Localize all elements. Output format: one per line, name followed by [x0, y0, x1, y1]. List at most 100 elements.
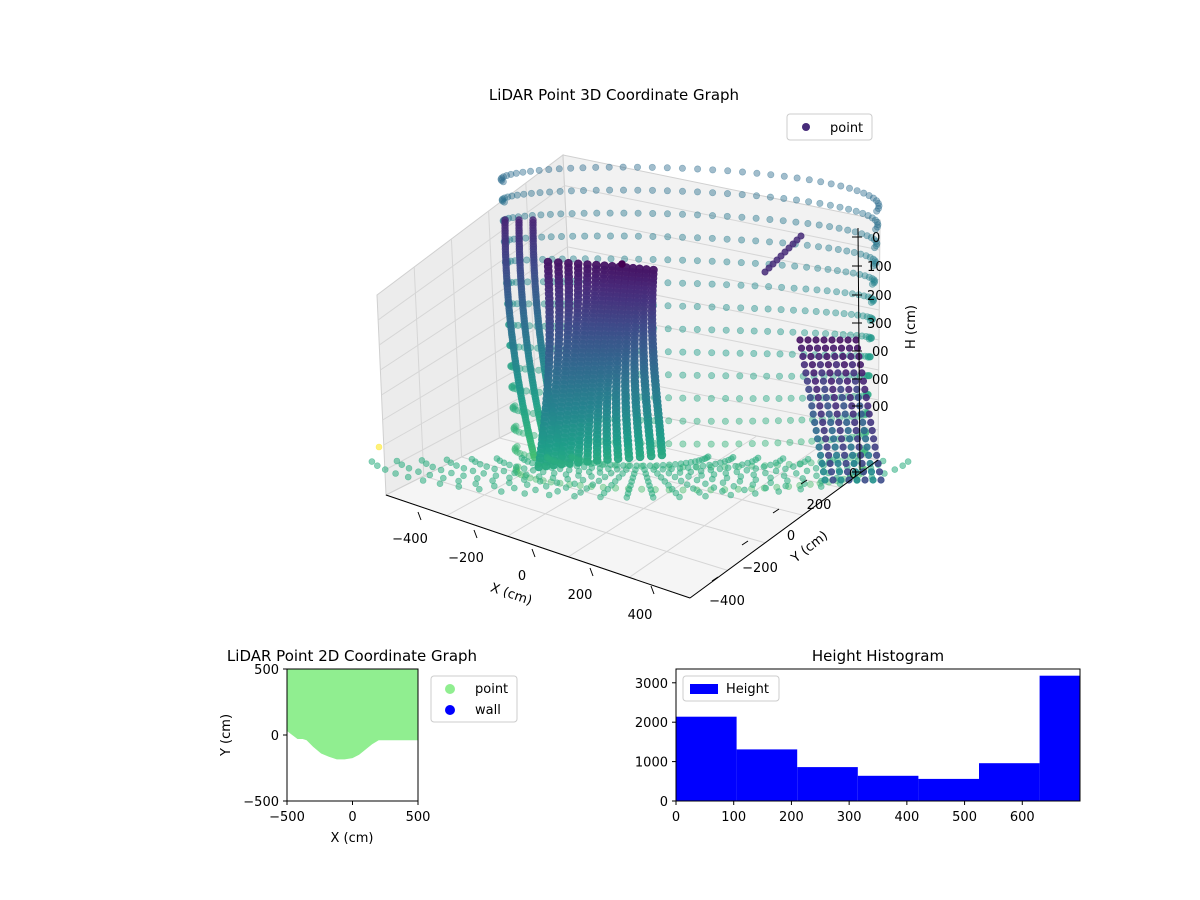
cloud-point — [671, 473, 679, 481]
cloud-point — [792, 470, 800, 477]
cloud-point — [696, 489, 703, 496]
cloud-point — [874, 221, 882, 229]
cloud-point — [534, 461, 542, 469]
cloud-point — [750, 327, 758, 335]
cloud-point — [811, 418, 819, 427]
cloud-point — [592, 163, 600, 171]
cloud-point — [649, 233, 657, 241]
cloud-point — [866, 317, 874, 325]
cloud-point — [664, 256, 672, 264]
3d-z-ticks: 0 100 200 300 00 00 00 0 — [849, 231, 892, 482]
y-tick-label: 3000 — [635, 677, 668, 692]
cloud-point — [546, 210, 554, 218]
cloud-point — [567, 164, 575, 172]
cloud-point — [813, 435, 822, 443]
cloud-point — [620, 209, 628, 217]
y-tick-label: 0 — [271, 729, 279, 744]
cloud-point — [831, 352, 839, 361]
cloud-point — [840, 310, 848, 318]
3d-point-cloud — [368, 163, 912, 501]
cloud-point — [606, 209, 614, 217]
cloud-point — [772, 467, 780, 475]
cloud-point — [833, 267, 841, 275]
cloud-point — [793, 174, 801, 182]
cloud-point — [624, 453, 634, 463]
cloud-point — [820, 336, 828, 344]
2d-legend-label: point — [475, 682, 508, 697]
cloud-point — [618, 260, 626, 268]
cloud-point — [812, 464, 820, 472]
cloud-point — [831, 443, 839, 451]
cloud-point — [835, 468, 844, 476]
cloud-point — [814, 264, 822, 272]
cloud-point — [868, 427, 876, 435]
cloud-point — [508, 383, 516, 391]
cloud-point — [847, 352, 855, 361]
3d-x-axis-line — [385, 494, 691, 599]
cloud-point — [845, 184, 853, 192]
cloud-point — [870, 236, 878, 244]
histogram-bar — [979, 763, 1040, 801]
cloud-point — [866, 313, 874, 321]
cloud-point — [524, 278, 532, 286]
cloud-point — [648, 186, 656, 194]
cloud-point — [845, 205, 853, 213]
cloud-point — [738, 168, 746, 176]
y-tick-label: 0 — [660, 795, 668, 810]
cloud-point — [511, 444, 519, 452]
cloud-point — [844, 427, 852, 435]
cloud-point — [801, 329, 809, 337]
cloud-point — [872, 238, 880, 246]
cloud-point — [597, 493, 604, 501]
grid-line — [565, 215, 880, 281]
cloud-point — [722, 326, 730, 334]
cloud-point — [693, 257, 701, 265]
cloud-point — [498, 174, 506, 182]
cloud-point — [751, 490, 759, 497]
cloud-point — [788, 372, 796, 380]
cloud-point — [520, 465, 528, 472]
cloud-point — [719, 487, 726, 495]
cloud-point — [850, 369, 858, 377]
height-histogram-chart: Height Histogram 0 100 200 300 400 500 600 0 100… — [635, 647, 1081, 825]
cloud-point — [619, 163, 627, 171]
cloud-point — [738, 213, 746, 221]
cloud-point — [815, 352, 823, 361]
cloud-point — [633, 163, 641, 171]
cloud-point — [803, 467, 811, 475]
cloud-point — [862, 332, 870, 340]
cloud-point — [827, 180, 835, 188]
cloud-point — [508, 384, 516, 392]
cloud-point — [520, 190, 528, 198]
cloud-point — [856, 361, 865, 369]
grid-line — [377, 185, 565, 321]
cloud-point — [738, 191, 746, 199]
cloud-point — [863, 313, 871, 321]
cloud-point — [702, 492, 709, 500]
cloud-point — [819, 468, 828, 476]
cloud-point — [679, 279, 687, 287]
cloud-point — [460, 464, 468, 472]
cloud-point — [864, 212, 872, 220]
cloud-point — [693, 188, 701, 196]
cloud-point — [809, 410, 817, 418]
cloud-point — [836, 203, 844, 211]
3d-x-tick-label: −200 — [448, 551, 484, 566]
cloud-point — [865, 192, 873, 200]
cloud-point — [843, 418, 851, 427]
histogram-legend-box — [682, 675, 780, 702]
cloud-point — [866, 353, 874, 361]
cloud-point — [812, 307, 820, 315]
cloud-point — [821, 435, 830, 443]
cloud-point — [509, 403, 517, 411]
cloud-point — [664, 279, 672, 287]
cloud-point — [548, 464, 556, 472]
cloud-point — [708, 212, 716, 220]
cloud-point — [837, 344, 846, 352]
cloud-point — [620, 232, 628, 240]
cloud-point — [870, 276, 878, 284]
cloud-point — [780, 195, 788, 203]
cloud-point — [778, 261, 786, 269]
cloud-point — [589, 481, 597, 489]
cloud-point — [567, 187, 575, 195]
